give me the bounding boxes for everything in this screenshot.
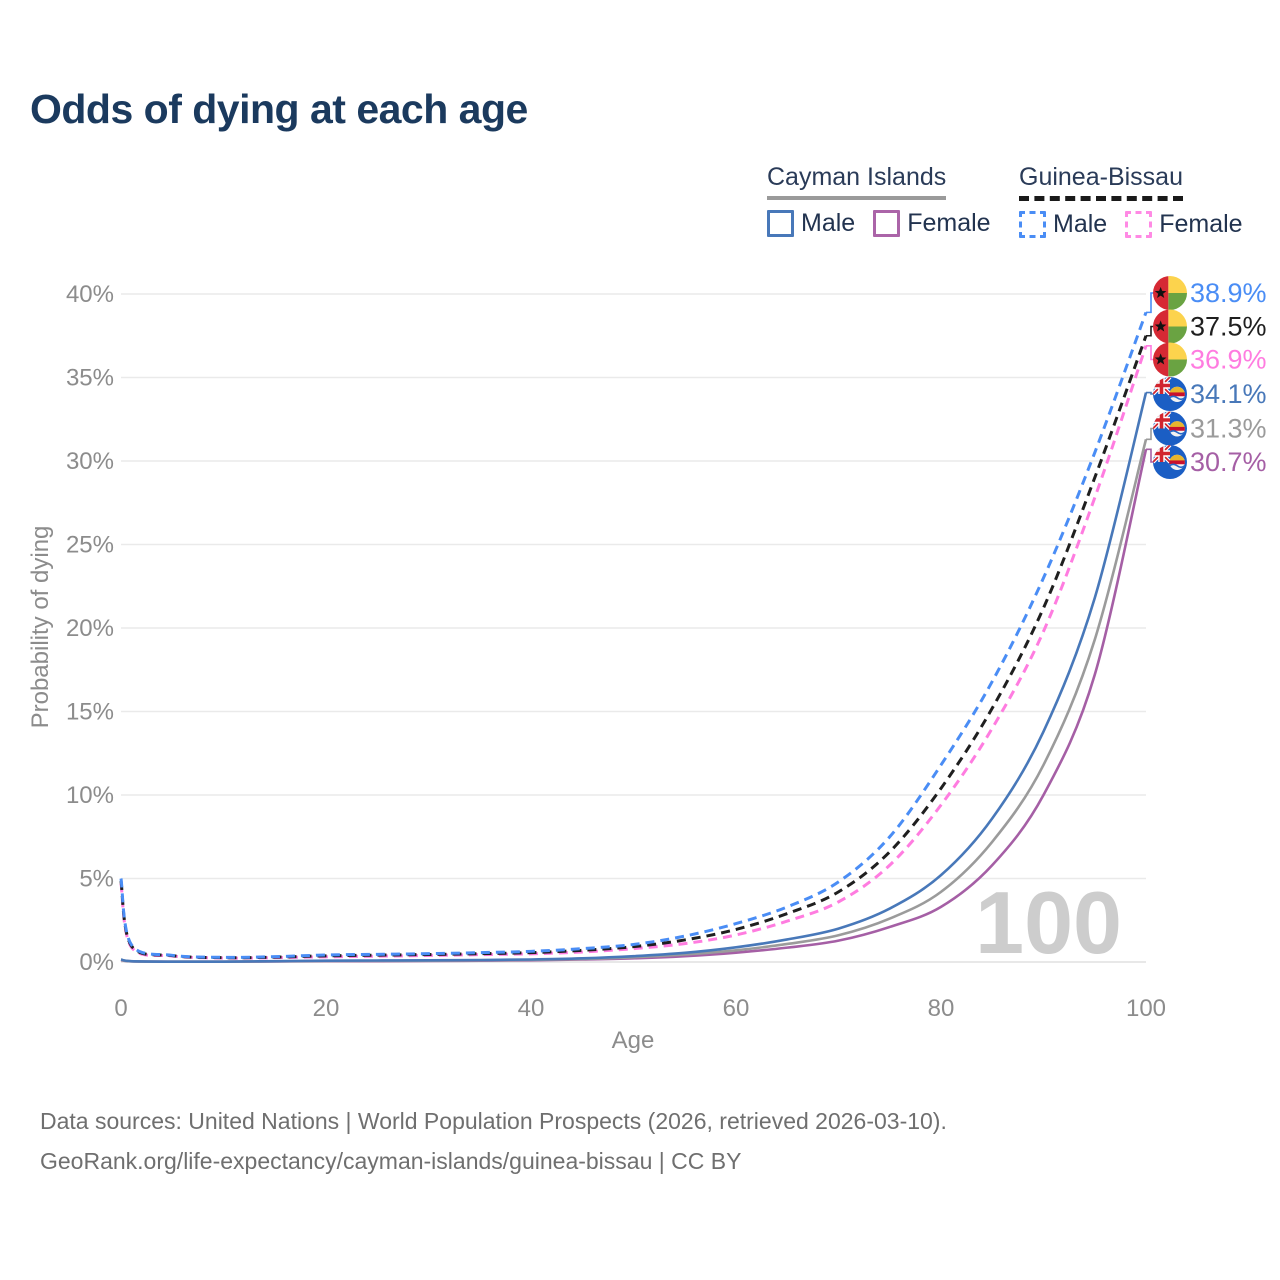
x-tick-label: 0: [114, 995, 127, 1022]
cayman-islands-flag-icon: [1153, 411, 1187, 446]
guinea-bissau-flag-icon: [1153, 342, 1187, 377]
y-tick-label: 35%: [66, 365, 114, 392]
x-tick-label: 100: [1126, 995, 1166, 1022]
legend-group-guinea-bissau: Guinea-Bissau Male Female: [1019, 163, 1261, 239]
legend-swatch-cayman-male[interactable]: [767, 210, 794, 237]
y-tick-label: 0%: [79, 949, 114, 976]
end-label-connector: [1146, 427, 1154, 441]
y-tick-label: 10%: [66, 782, 114, 809]
line-guinea-bissau-male[interactable]: [119, 311, 1148, 959]
legend-country-guinea-bissau[interactable]: Guinea-Bissau: [1019, 163, 1183, 201]
end-value-label: 30.7%: [1190, 447, 1267, 477]
y-tick-label: 5%: [79, 866, 114, 893]
y-axis-title: Probability of dying: [27, 526, 54, 729]
end-label-connector: [1146, 448, 1154, 463]
end-value-label: 34.1%: [1190, 379, 1267, 409]
end-value-label: 31.3%: [1190, 414, 1267, 444]
age-watermark: 100: [975, 873, 1122, 972]
legend-country-cayman-islands[interactable]: Cayman Islands: [767, 163, 947, 200]
y-tick-label: 15%: [66, 699, 114, 726]
y-tick-label: 40%: [66, 281, 114, 308]
end-label-connector: [1146, 292, 1154, 314]
legend-label-cayman-female[interactable]: Female: [907, 209, 991, 237]
y-tick-label: 25%: [66, 532, 114, 559]
end-label-connector: [1146, 391, 1154, 395]
attribution-link-text[interactable]: GeoRank.org/life-expectancy/cayman-islan…: [40, 1148, 742, 1174]
x-tick-label: 40: [518, 995, 545, 1022]
cayman-islands-flag-icon: [1153, 377, 1187, 411]
line-cayman-islands-male[interactable]: [120, 392, 1148, 964]
legend-swatch-guinea-male[interactable]: [1019, 211, 1046, 238]
end-value-label: 37.5%: [1190, 312, 1267, 342]
x-tick-label: 20: [313, 995, 340, 1022]
end-label-connector: [1146, 325, 1154, 337]
guinea-bissau-flag-icon: [1153, 276, 1187, 310]
x-tick-label: 80: [928, 995, 955, 1022]
end-label-connector: [1146, 344, 1154, 361]
legend-row: Male Female: [1019, 210, 1261, 239]
data-sources-text: Data sources: United Nations | World Pop…: [40, 1108, 947, 1134]
end-value-label: 38.9%: [1190, 278, 1267, 308]
cayman-islands-flag-icon: [1153, 445, 1187, 479]
legend-label-guinea-female[interactable]: Female: [1159, 210, 1243, 238]
y-tick-label: 30%: [66, 448, 114, 475]
guinea-bissau-flag-icon: [1153, 309, 1187, 344]
legend-swatch-cayman-female[interactable]: [873, 210, 901, 237]
legend-swatch-guinea-female[interactable]: [1125, 211, 1153, 238]
legend-row: Male Female: [767, 209, 1009, 238]
end-value-label: 36.9%: [1190, 345, 1267, 375]
legend-label-guinea-male[interactable]: Male: [1053, 210, 1108, 238]
legend-label-cayman-male[interactable]: Male: [801, 209, 856, 237]
y-tick-label: 20%: [66, 615, 114, 642]
x-tick-label: 60: [723, 995, 750, 1022]
legend-group-cayman-islands: Cayman Islands Male Female: [767, 163, 1009, 238]
x-axis-title: Age: [612, 1027, 655, 1054]
page-title: Odds of dying at each age: [30, 86, 528, 132]
